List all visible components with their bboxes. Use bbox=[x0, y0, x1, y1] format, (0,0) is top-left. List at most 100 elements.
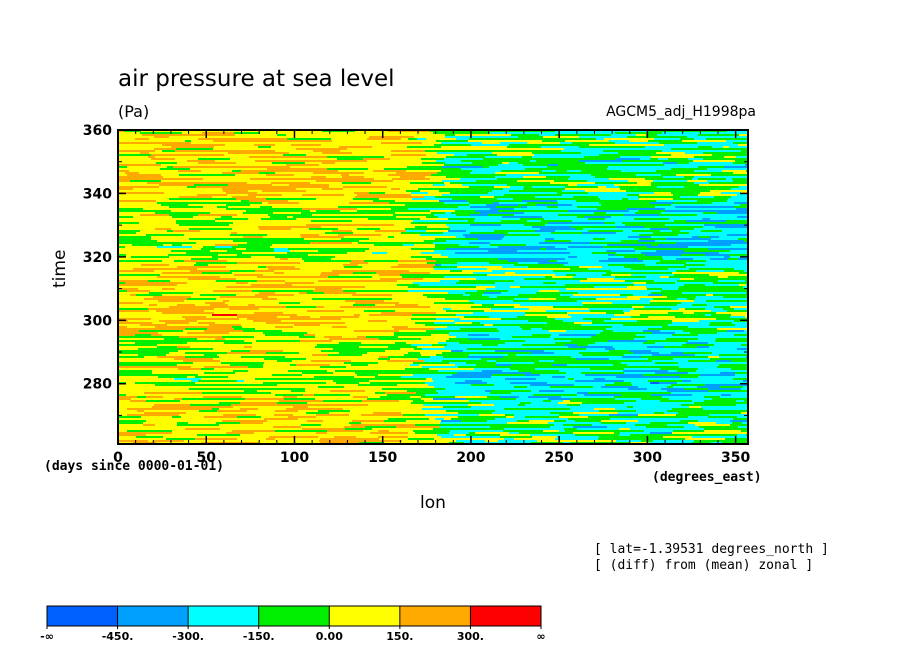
field-streak bbox=[370, 382, 389, 384]
field-streak bbox=[379, 198, 412, 200]
field-streak bbox=[151, 236, 190, 238]
field-streak bbox=[426, 258, 450, 260]
field-streak bbox=[248, 282, 285, 284]
field-streak bbox=[660, 276, 669, 278]
field-streak bbox=[576, 228, 583, 230]
field-streak bbox=[118, 344, 157, 346]
field-streak bbox=[734, 308, 748, 310]
field-streak bbox=[594, 164, 632, 166]
field-streak bbox=[394, 332, 420, 334]
field-streak bbox=[157, 304, 177, 306]
field-streak bbox=[729, 146, 748, 148]
field-streak bbox=[622, 154, 648, 156]
field-streak bbox=[305, 388, 319, 390]
field-streak bbox=[573, 432, 614, 434]
field-streak bbox=[476, 286, 495, 288]
field-streak bbox=[697, 142, 733, 144]
field-streak bbox=[236, 310, 281, 312]
field-streak bbox=[563, 424, 592, 426]
field-streak bbox=[195, 354, 204, 356]
field-streak bbox=[286, 164, 319, 166]
field-streak bbox=[694, 138, 706, 140]
field-streak bbox=[662, 150, 683, 152]
field-streak bbox=[417, 138, 426, 140]
field-streak bbox=[368, 348, 400, 350]
field-streak bbox=[684, 264, 705, 266]
field-streak bbox=[118, 326, 127, 328]
field-streak bbox=[737, 264, 748, 266]
field-streak bbox=[434, 386, 478, 388]
field-streak bbox=[417, 346, 444, 348]
field-streak bbox=[395, 196, 424, 198]
field-streak bbox=[672, 320, 699, 322]
field-streak bbox=[720, 386, 743, 388]
field-streak bbox=[370, 312, 381, 314]
field-streak bbox=[475, 318, 501, 320]
field-streak bbox=[650, 382, 659, 384]
field-streak bbox=[149, 424, 155, 426]
field-streak bbox=[643, 162, 663, 164]
field-streak bbox=[162, 288, 175, 290]
field-streak bbox=[321, 132, 351, 134]
field-streak bbox=[631, 316, 648, 318]
field-streak bbox=[698, 194, 737, 196]
field-streak bbox=[712, 146, 723, 148]
field-streak bbox=[400, 210, 430, 212]
field-streak bbox=[485, 390, 491, 392]
field-streak bbox=[567, 170, 581, 172]
field-streak bbox=[315, 346, 359, 348]
field-streak bbox=[390, 358, 418, 360]
field-streak bbox=[161, 204, 188, 206]
field-streak bbox=[376, 166, 407, 168]
field-streak bbox=[313, 290, 335, 292]
field-streak bbox=[189, 436, 232, 438]
field-streak bbox=[434, 144, 471, 146]
field-streak bbox=[714, 404, 736, 406]
field-streak bbox=[652, 132, 662, 134]
field-streak bbox=[502, 370, 518, 372]
field-streak bbox=[716, 422, 732, 424]
field-streak bbox=[723, 412, 741, 414]
field-streak bbox=[380, 422, 420, 424]
field-streak bbox=[677, 370, 696, 372]
field-streak bbox=[182, 192, 226, 194]
field-streak bbox=[362, 354, 404, 356]
field-streak bbox=[250, 350, 283, 352]
field-streak bbox=[118, 266, 145, 268]
field-streak bbox=[488, 378, 505, 380]
field-streak bbox=[659, 382, 677, 384]
field-streak bbox=[552, 364, 567, 366]
field-streak bbox=[396, 270, 409, 272]
field-streak bbox=[180, 434, 197, 436]
field-streak bbox=[451, 212, 480, 214]
field-streak bbox=[118, 198, 161, 200]
field-streak bbox=[558, 202, 575, 204]
field-streak bbox=[342, 178, 374, 180]
field-streak bbox=[364, 176, 390, 178]
field-streak bbox=[157, 344, 190, 346]
field-streak bbox=[326, 378, 343, 380]
field-streak bbox=[316, 180, 341, 182]
field-streak bbox=[387, 186, 425, 188]
field-streak bbox=[572, 204, 601, 206]
field-streak bbox=[594, 212, 606, 214]
field-streak bbox=[418, 188, 437, 190]
field-streak bbox=[629, 140, 648, 142]
field-streak bbox=[218, 142, 258, 144]
field-streak bbox=[203, 174, 235, 176]
field-streak bbox=[735, 324, 748, 326]
field-streak bbox=[525, 404, 567, 406]
field-streak bbox=[620, 336, 645, 338]
field-streak bbox=[369, 192, 385, 194]
field-streak bbox=[376, 366, 387, 368]
field-streak bbox=[627, 194, 639, 196]
field-streak bbox=[555, 230, 577, 232]
field-streak bbox=[617, 416, 639, 418]
field-streak bbox=[185, 420, 222, 422]
field-streak bbox=[118, 254, 126, 256]
field-streak bbox=[333, 348, 368, 350]
field-streak bbox=[296, 364, 330, 366]
field-streak bbox=[247, 168, 267, 170]
field-streak bbox=[504, 418, 521, 420]
field-streak bbox=[171, 250, 210, 252]
